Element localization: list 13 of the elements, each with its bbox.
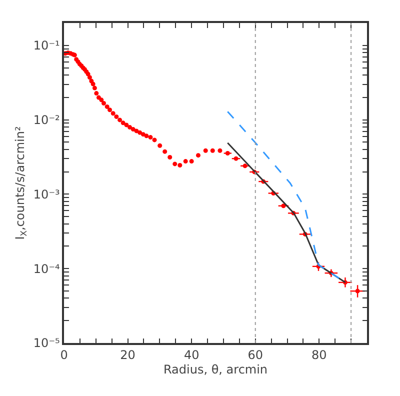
x-tick-label: 60 (248, 348, 264, 362)
x-tick-label: 40 (184, 348, 200, 362)
y-tick-label: 10⁻² (33, 113, 60, 127)
line-series (226, 142, 346, 284)
x-axis-title: Radius, θ, arcmin (163, 362, 268, 377)
y-tick-label: 10⁻³ (33, 187, 60, 202)
y-tick-label: 10⁻⁴ (33, 262, 60, 276)
x-tick-label: 20 (120, 348, 136, 362)
point (355, 288, 360, 294)
x-tick-label: 0 (60, 348, 68, 362)
y-tick-label: 10⁻⁵ (33, 336, 60, 350)
y-tick-label: 10⁻¹ (33, 38, 60, 53)
x-tick-label: 80 (312, 348, 327, 362)
